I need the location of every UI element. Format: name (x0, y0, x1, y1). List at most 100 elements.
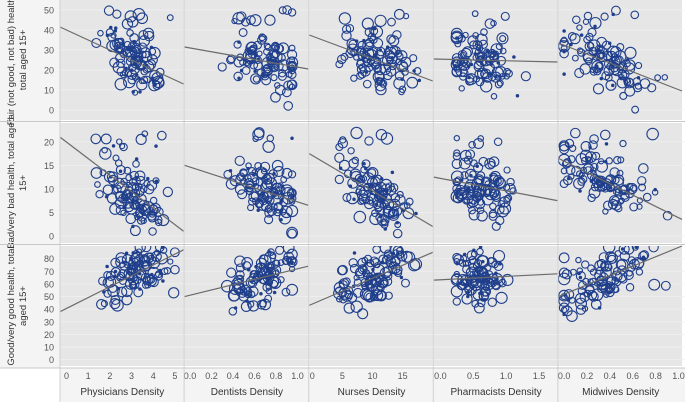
data-point (399, 275, 404, 280)
data-point (646, 127, 659, 141)
y-tick-label-bad-2: 10 (44, 184, 54, 194)
data-point (477, 47, 482, 52)
data-point (616, 43, 625, 52)
data-point (362, 79, 372, 89)
data-point (453, 65, 461, 73)
data-point (356, 46, 366, 56)
data-point (278, 6, 287, 15)
data-point (454, 40, 462, 48)
data-point (125, 174, 133, 182)
row-label-bad: Bad/very bad health, total aged15+ (6, 117, 29, 249)
data-point (492, 249, 506, 263)
data-point (259, 292, 263, 296)
data-point (402, 13, 410, 20)
data-point (487, 297, 497, 307)
data-point (367, 168, 377, 178)
data-point (238, 28, 248, 37)
data-point (392, 228, 403, 239)
data-point (269, 252, 277, 260)
data-point (379, 79, 388, 88)
data-point (389, 183, 399, 193)
data-point (126, 48, 130, 52)
data-point (265, 287, 273, 295)
data-point (378, 193, 387, 202)
data-point (259, 34, 268, 43)
data-point (277, 71, 287, 81)
data-point (153, 77, 165, 89)
data-point (582, 18, 590, 25)
data-point (375, 213, 384, 222)
data-point (562, 305, 573, 317)
data-point (246, 15, 256, 26)
data-point (577, 271, 581, 276)
data-point (616, 169, 624, 177)
data-point (225, 178, 238, 190)
data-point (357, 40, 366, 49)
data-point (264, 208, 274, 218)
data-point (277, 42, 290, 55)
data-point (277, 182, 284, 189)
data-point (476, 206, 485, 215)
points-good-pharmacists (450, 246, 514, 314)
data-point (400, 250, 413, 263)
data-point (272, 171, 276, 176)
data-point (618, 246, 630, 255)
data-point (490, 71, 502, 83)
data-point (131, 224, 135, 229)
data-point (345, 24, 355, 33)
data-point (235, 174, 247, 186)
data-point (473, 52, 477, 56)
data-point (613, 156, 622, 165)
data-point (342, 193, 352, 203)
data-point (139, 185, 148, 193)
data-point (382, 206, 396, 219)
data-point (493, 137, 503, 147)
data-point (589, 268, 597, 276)
data-point (132, 7, 146, 21)
data-point (473, 183, 481, 191)
data-point (287, 170, 297, 179)
data-point (156, 130, 167, 141)
data-point (117, 46, 124, 53)
data-point (462, 57, 469, 64)
data-point (249, 14, 262, 27)
data-point (466, 250, 477, 261)
data-point (159, 246, 168, 254)
data-point (103, 170, 116, 183)
data-point (271, 49, 281, 59)
points-fair-midwives (558, 5, 669, 114)
data-point (498, 278, 507, 288)
points-good-midwives (558, 246, 671, 322)
data-point (591, 151, 601, 161)
points-bad-pharmacists (450, 134, 517, 231)
data-point (572, 15, 581, 25)
data-point (135, 248, 143, 256)
data-point (468, 140, 476, 149)
data-point (280, 184, 294, 197)
data-point (483, 51, 495, 63)
data-point (236, 274, 245, 283)
data-point (451, 158, 463, 170)
data-point (243, 59, 251, 67)
data-point (638, 183, 647, 192)
data-point (341, 290, 353, 302)
y-tick-label-good-5: 50 (44, 292, 54, 302)
row-label-fair: Fair (not good, not bad) health,total ag… (6, 0, 29, 125)
data-point (236, 11, 247, 22)
data-point (605, 50, 618, 63)
data-point (509, 187, 517, 195)
data-point (476, 188, 485, 197)
data-point (130, 279, 140, 289)
data-point (625, 282, 635, 292)
data-point (602, 50, 614, 62)
data-point (153, 82, 157, 87)
data-point (128, 281, 138, 290)
data-point (361, 194, 370, 204)
x-tick-label-dentists-1: 0.2 (205, 371, 218, 381)
data-point (376, 290, 387, 301)
data-point (375, 128, 388, 141)
data-point (286, 60, 298, 72)
data-point (473, 138, 485, 150)
data-point (233, 306, 238, 310)
data-point (504, 194, 513, 202)
